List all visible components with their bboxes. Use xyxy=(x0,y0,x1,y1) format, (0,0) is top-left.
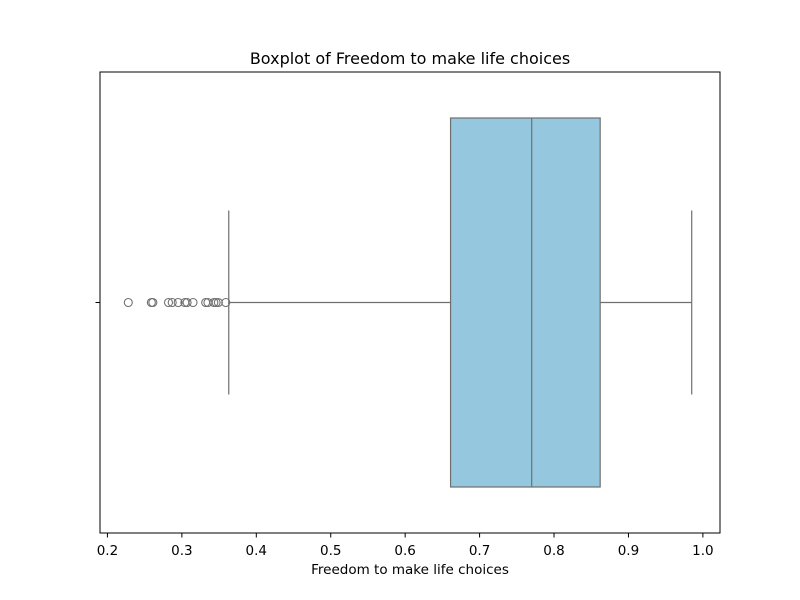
outlier-point xyxy=(167,297,177,308)
x-tick-label: 0.6 xyxy=(394,543,415,559)
outlier-point xyxy=(188,297,198,308)
outlier-point xyxy=(211,297,221,308)
x-tick-label: 0.4 xyxy=(246,543,267,559)
outlier-point xyxy=(182,297,192,308)
x-tick-label: 0.7 xyxy=(469,543,490,559)
x-tick-label: 0.3 xyxy=(171,543,192,559)
x-tick-label: 0.9 xyxy=(618,543,639,559)
x-tick-label: 0.2 xyxy=(97,543,118,559)
outlier-point xyxy=(221,297,231,308)
interquartile-box xyxy=(449,117,601,488)
x-tick-label: 0.5 xyxy=(320,543,341,559)
chart-title: Boxplot of Freedom to make life choices xyxy=(250,49,570,68)
outlier-point xyxy=(209,297,219,308)
outlier-point xyxy=(213,297,223,308)
outlier-layer xyxy=(123,297,231,308)
outlier-point xyxy=(148,297,158,308)
x-tick-label: 0.8 xyxy=(543,543,564,559)
x-tick-label: 1.0 xyxy=(692,543,713,559)
outlier-point xyxy=(173,297,183,308)
x-axis-label: Freedom to make life choices xyxy=(311,562,509,578)
box-layer xyxy=(228,117,693,488)
outlier-point xyxy=(123,297,133,308)
x-axis-ticks: 0.2 0.3 0.4 0.5 0.6 0.7 0.8 0.9 1.0 xyxy=(97,533,714,559)
outlier-point xyxy=(163,297,174,308)
